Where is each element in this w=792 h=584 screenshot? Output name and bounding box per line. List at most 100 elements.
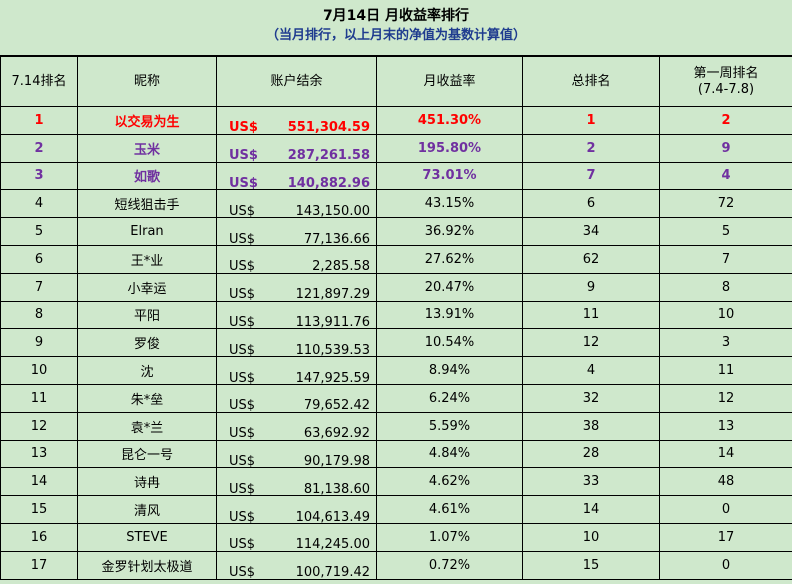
table-row: 15 清风 US$ 104,613.49 4.61% 14 0 (0, 495, 792, 524)
name-cell: 昆仑一号 (77, 439, 217, 469)
total-rank-cell: 34 (522, 217, 660, 246)
week1-rank-cell: 72 (659, 189, 792, 219)
rate-cell: 4.84% (376, 439, 523, 469)
balance-cell: US$ 110,539.53 (216, 328, 377, 358)
currency-symbol: US$ (229, 509, 256, 524)
total-rank-cell: 32 (522, 383, 660, 413)
total-rank-cell: 9 (522, 272, 660, 302)
currency-symbol: US$ (229, 175, 258, 190)
name-cell: 清风 (77, 495, 217, 524)
table-row: 17 金罗针划太极道 US$ 100,719.42 0.72% 15 0 (0, 550, 792, 580)
currency-symbol: US$ (229, 148, 258, 163)
name-cell: 朱*垒 (77, 383, 217, 413)
balance-cell: US$ 90,179.98 (216, 439, 377, 469)
currency-symbol: US$ (229, 426, 256, 441)
balance-amount: 551,304.59 (287, 120, 370, 135)
balance-cell: US$ 114,245.00 (216, 522, 377, 552)
total-rank-cell: 62 (522, 244, 660, 274)
name-cell: 玉米 (77, 133, 217, 163)
rate-cell: 0.72% (376, 550, 523, 580)
week1-range: (7.4-7.8) (697, 81, 755, 97)
balance-amount: 79,652.42 (303, 398, 370, 413)
balance-cell: US$ 147,925.59 (216, 356, 377, 385)
rate-cell: 73.01% (376, 161, 523, 191)
currency-symbol: US$ (229, 259, 256, 274)
name-cell: 小幸运 (77, 272, 217, 302)
week1-rank-cell: 48 (659, 467, 792, 497)
table-row: 4 短线狙击手 US$ 143,150.00 43.15% 6 72 (0, 189, 792, 219)
rate-cell: 27.62% (376, 244, 523, 274)
currency-symbol: US$ (229, 565, 256, 580)
name-cell: 以交易为生 (77, 106, 217, 135)
rank-cell: 4 (0, 189, 78, 219)
rate-cell: 10.54% (376, 328, 523, 358)
balance-cell: US$ 287,261.58 (216, 133, 377, 163)
rank-cell: 7 (0, 272, 78, 302)
week1-rank-cell: 7 (659, 244, 792, 274)
week1-rank-cell: 11 (659, 356, 792, 385)
currency-symbol: US$ (229, 370, 256, 385)
total-rank-cell: 7 (522, 161, 660, 191)
balance-cell: US$ 113,911.76 (216, 300, 377, 330)
balance-amount: 113,911.76 (295, 314, 370, 329)
col-header-rank: 7.14排名 (0, 56, 78, 107)
rank-cell: 12 (0, 411, 78, 441)
table-row: 13 昆仑一号 US$ 90,179.98 4.84% 28 14 (0, 439, 792, 469)
total-rank-cell: 1 (522, 106, 660, 135)
table-row: 8 平阳 US$ 113,911.76 13.91% 11 10 (0, 300, 792, 330)
table-row: 9 罗俊 US$ 110,539.53 10.54% 12 3 (0, 328, 792, 358)
balance-amount: 2,285.58 (312, 259, 370, 274)
rate-cell: 1.07% (376, 522, 523, 552)
sheet-subtitle: （当月排行，以上月末的净值为基数计算值） (265, 28, 526, 43)
balance-cell: US$ 551,304.59 (216, 106, 377, 135)
balance-cell: US$ 100,719.42 (216, 550, 377, 580)
rank-cell: 13 (0, 439, 78, 469)
week1-rank-cell: 5 (659, 217, 792, 246)
total-rank-cell: 4 (522, 356, 660, 385)
table-row: 11 朱*垒 US$ 79,652.42 6.24% 32 12 (0, 383, 792, 413)
week1-rank-cell: 17 (659, 522, 792, 552)
rank-cell: 10 (0, 356, 78, 385)
currency-symbol: US$ (229, 537, 256, 552)
ranking-table: 7.14排名 昵称 账户结余 月收益率 总排名 第一周排名 (7.4-7.8) 1… (0, 56, 792, 580)
balance-amount: 81,138.60 (303, 481, 370, 496)
name-cell: 平阳 (77, 300, 217, 330)
balance-cell: US$ 63,692.92 (216, 411, 377, 441)
balance-amount: 100,719.42 (295, 565, 370, 580)
rank-cell: 15 (0, 495, 78, 524)
rate-cell: 43.15% (376, 189, 523, 219)
week1-rank-cell: 2 (659, 106, 792, 135)
currency-symbol: US$ (229, 287, 256, 302)
currency-symbol: US$ (229, 453, 256, 468)
name-cell: 罗俊 (77, 328, 217, 358)
table-row: 14 诗冉 US$ 81,138.60 4.62% 33 48 (0, 467, 792, 497)
currency-symbol: US$ (229, 481, 256, 496)
total-rank-cell: 10 (522, 522, 660, 552)
balance-amount: 114,245.00 (295, 537, 370, 552)
week1-rank-cell: 3 (659, 328, 792, 358)
table-row: 6 王*业 US$ 2,285.58 27.62% 62 7 (0, 244, 792, 274)
rank-cell: 6 (0, 244, 78, 274)
table-row: 3 如歌 US$ 140,882.96 73.01% 7 4 (0, 161, 792, 191)
total-rank-cell: 2 (522, 133, 660, 163)
balance-cell: US$ 79,652.42 (216, 383, 377, 413)
balance-cell: US$ 143,150.00 (216, 189, 377, 219)
week1-rank-cell: 14 (659, 439, 792, 469)
week1-rank-cell: 9 (659, 133, 792, 163)
balance-cell: US$ 77,136.66 (216, 217, 377, 246)
rate-cell: 451.30% (376, 106, 523, 135)
total-rank-cell: 14 (522, 495, 660, 524)
rank-cell: 1 (0, 106, 78, 135)
total-rank-cell: 28 (522, 439, 660, 469)
balance-amount: 143,150.00 (295, 203, 370, 218)
rate-cell: 4.61% (376, 495, 523, 524)
rate-cell: 13.91% (376, 300, 523, 330)
rate-cell: 4.62% (376, 467, 523, 497)
balance-cell: US$ 104,613.49 (216, 495, 377, 524)
balance-amount: 77,136.66 (303, 231, 370, 246)
balance-cell: US$ 81,138.60 (216, 467, 377, 497)
col-header-balance: 账户结余 (216, 56, 377, 107)
name-cell: 诗冉 (77, 467, 217, 497)
table-row: 12 袁*兰 US$ 63,692.92 5.59% 38 13 (0, 411, 792, 441)
total-rank-cell: 38 (522, 411, 660, 441)
